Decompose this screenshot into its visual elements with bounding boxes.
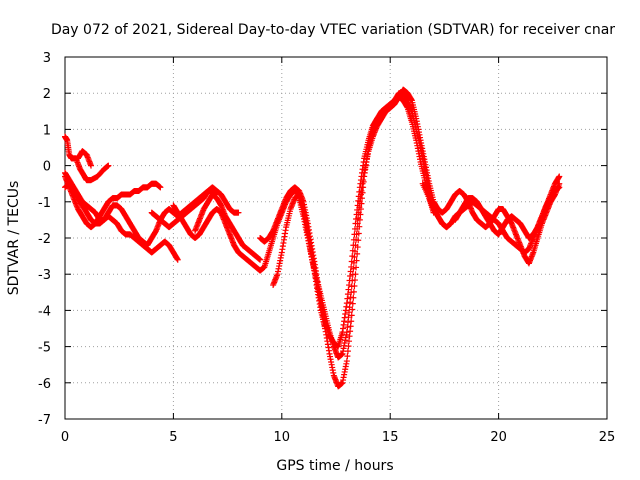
data-series <box>62 86 563 390</box>
x-tick-label: 5 <box>169 430 177 445</box>
y-tick-label: -7 <box>38 413 51 428</box>
x-tick-label: 0 <box>61 430 69 445</box>
y-axis-label: SDTVAR / TECUs <box>6 181 22 296</box>
y-tick-label: 0 <box>43 160 51 175</box>
y-tick-label: 1 <box>43 123 51 138</box>
chart-title: Day 072 of 2021, Sidereal Day-to-day VTE… <box>51 22 615 38</box>
y-tick-labels: 3 2 1 0 -1 -2 -3 -4 -5 -6 -7 <box>38 51 51 428</box>
data-point <box>348 283 355 290</box>
x-tick-labels: 0 5 10 15 20 25 <box>61 430 615 445</box>
y-tick-label: -1 <box>38 196 51 211</box>
grid-lines <box>65 57 607 419</box>
x-tick-label: 15 <box>382 430 399 445</box>
x-axis-label: GPS time / hours <box>276 458 393 474</box>
axis-ticks <box>64 56 608 420</box>
y-tick-label: 2 <box>43 87 51 102</box>
series-trace-11 <box>296 93 437 361</box>
data-point <box>88 162 95 169</box>
y-tick-label: -2 <box>38 232 51 247</box>
x-tick-label: 10 <box>274 430 291 445</box>
y-tick-label: 3 <box>43 51 51 66</box>
y-tick-label: -4 <box>38 304 51 319</box>
data-point <box>348 318 355 325</box>
series-trace-6 <box>148 184 242 231</box>
y-tick-label: -3 <box>38 268 51 283</box>
x-tick-label: 25 <box>599 430 616 445</box>
series-trace-5 <box>75 148 95 169</box>
data-point <box>349 300 356 307</box>
data-point <box>157 184 164 191</box>
data-point <box>174 256 181 263</box>
data-point <box>105 162 112 169</box>
y-tick-label: -5 <box>38 341 51 356</box>
series-trace-4 <box>62 180 220 249</box>
data-point <box>235 209 242 216</box>
y-tick-label: -6 <box>38 377 51 392</box>
x-tick-label: 20 <box>490 430 507 445</box>
series-trace-1 <box>62 133 112 184</box>
